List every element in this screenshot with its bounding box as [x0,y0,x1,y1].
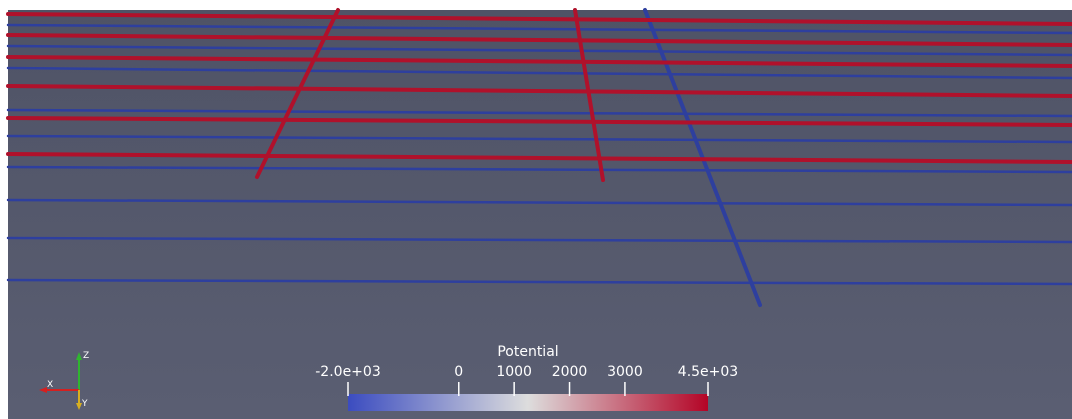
colorbar-tick-label: 3000 [607,364,643,380]
colorbar [348,394,708,411]
colorbar-tick-label: 0 [454,364,463,380]
colorbar-tick-label: 4.5e+03 [678,364,738,380]
render-view: Z X Y Potential -2.0e+03 0 1000 2000 3000 4.5… [0,0,1072,419]
axis-label-z: Z [83,351,89,361]
colorbar-title: Potential [497,344,558,360]
colorbar-tick-label: 1000 [496,364,532,380]
axis-label-y: Y [81,399,88,409]
colorbar-tick-label: -2.0e+03 [315,364,380,380]
colorbar-tick-label: 2000 [552,364,588,380]
page: Z X Y Potential -2.0e+03 0 1000 2000 3000 4.5… [0,0,1072,419]
axis-label-x: X [47,380,53,390]
